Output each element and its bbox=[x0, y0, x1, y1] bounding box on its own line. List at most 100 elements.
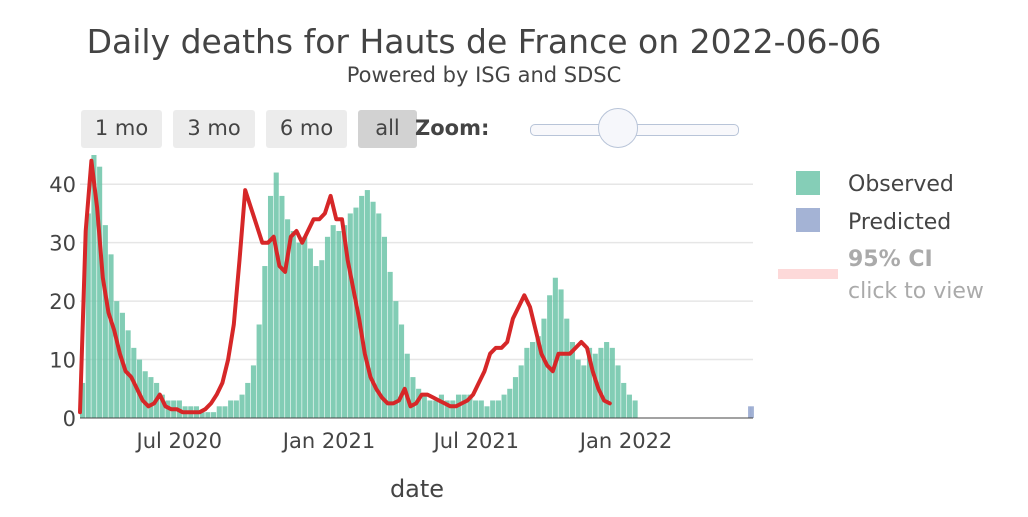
observed-bar bbox=[228, 400, 234, 418]
observed-bar bbox=[524, 347, 530, 418]
observed-bar bbox=[387, 271, 393, 418]
observed-bar bbox=[575, 359, 581, 418]
legend-observed-swatch bbox=[796, 171, 820, 195]
zoom-all-button[interactable]: all bbox=[358, 110, 417, 148]
observed-bar bbox=[501, 394, 507, 418]
observed-bar bbox=[376, 213, 382, 418]
observed-bars bbox=[80, 155, 638, 418]
observed-bar bbox=[222, 406, 228, 418]
observed-bar bbox=[404, 353, 410, 418]
observed-bar bbox=[359, 195, 365, 418]
observed-bar bbox=[410, 377, 416, 418]
zoom-slider-handle[interactable] bbox=[598, 108, 638, 148]
zoom-6-month-button[interactable]: 6 mo bbox=[266, 110, 347, 148]
observed-bar bbox=[444, 400, 450, 418]
observed-bar bbox=[364, 190, 370, 418]
observed-bar bbox=[564, 318, 570, 418]
predicted-bar bbox=[748, 406, 750, 418]
observed-bar bbox=[433, 400, 439, 418]
predicted-bar bbox=[748, 406, 749, 418]
observed-bar bbox=[245, 382, 251, 418]
observed-bar bbox=[427, 400, 433, 418]
legend[interactable]: Observed Predicted 95% CI click to view bbox=[778, 171, 984, 304]
observed-bar bbox=[108, 254, 114, 418]
observed-bar bbox=[148, 377, 154, 418]
observed-bar bbox=[205, 412, 211, 418]
observed-bar bbox=[102, 225, 108, 418]
observed-bar bbox=[262, 266, 268, 418]
observed-bar bbox=[307, 248, 313, 418]
x-tick-label: Jan 2021 bbox=[281, 429, 376, 453]
observed-bar bbox=[484, 406, 490, 418]
observed-bar bbox=[239, 394, 245, 418]
observed-bar bbox=[598, 347, 604, 418]
observed-bar bbox=[80, 382, 86, 418]
observed-bar bbox=[199, 412, 205, 418]
observed-bar bbox=[399, 324, 405, 418]
observed-bar bbox=[473, 400, 479, 418]
zoom-3-month-button[interactable]: 3 mo bbox=[173, 110, 255, 148]
x-tick-label: Jul 2020 bbox=[135, 429, 222, 453]
observed-bar bbox=[592, 353, 598, 418]
y-tick-label: 0 bbox=[63, 407, 76, 431]
observed-bar bbox=[518, 365, 524, 418]
predicted-bars bbox=[748, 406, 754, 418]
observed-bar bbox=[313, 266, 319, 418]
trend-line bbox=[78, 158, 612, 415]
legend-ci-swatch bbox=[778, 269, 838, 279]
observed-bar bbox=[279, 195, 285, 418]
observed-bar bbox=[416, 388, 422, 418]
zoom-label: Zoom: bbox=[415, 116, 490, 140]
predicted-bar bbox=[751, 406, 753, 418]
observed-bar bbox=[609, 347, 615, 418]
predicted-bar bbox=[753, 406, 754, 418]
observed-bar bbox=[547, 295, 553, 418]
chart-title: Daily deaths for Hauts de France on 2022… bbox=[86, 22, 882, 61]
observed-bar bbox=[626, 394, 632, 418]
legend-predicted-label[interactable]: Predicted bbox=[848, 210, 951, 235]
observed-bar bbox=[530, 342, 536, 418]
observed-bar bbox=[581, 365, 587, 418]
observed-bar bbox=[541, 318, 547, 418]
y-tick-label: 40 bbox=[49, 173, 76, 197]
legend-predicted-swatch bbox=[796, 208, 820, 232]
observed-bar bbox=[381, 236, 388, 418]
legend-observed-label[interactable]: Observed bbox=[848, 172, 954, 197]
grid-lines bbox=[80, 183, 753, 361]
zoom-1-month-button[interactable]: 1 mo bbox=[81, 110, 162, 148]
trend-line-group bbox=[78, 158, 612, 415]
observed-bar bbox=[256, 324, 262, 418]
legend-ci-hint[interactable]: click to view bbox=[848, 279, 984, 304]
observed-bar bbox=[285, 219, 291, 418]
observed-bar bbox=[267, 195, 274, 418]
x-axis-ticks: Jul 2020 Jan 2021 Jul 2021 Jan 2022 bbox=[135, 429, 673, 453]
observed-bar bbox=[507, 388, 513, 418]
observed-bar bbox=[97, 166, 103, 418]
observed-bar bbox=[85, 213, 91, 418]
y-axis-ticks: 0 10 20 30 40 bbox=[49, 173, 76, 431]
observed-bar bbox=[512, 377, 519, 418]
legend-ci-label[interactable]: 95% CI bbox=[848, 247, 933, 272]
observed-bar bbox=[586, 347, 593, 418]
observed-bar bbox=[421, 394, 427, 418]
observed-bar bbox=[233, 400, 239, 418]
y-tick-label: 30 bbox=[49, 232, 76, 256]
observed-bar bbox=[216, 406, 222, 418]
chart-subtitle: Powered by ISG and SDSC bbox=[346, 63, 622, 87]
predicted-bar bbox=[749, 406, 751, 418]
observed-bar bbox=[159, 394, 165, 418]
observed-bar bbox=[438, 394, 444, 418]
observed-bar bbox=[495, 400, 501, 418]
observed-bar bbox=[552, 277, 558, 418]
observed-bar bbox=[604, 342, 610, 418]
observed-bar bbox=[211, 412, 217, 418]
predicted-bar bbox=[750, 406, 752, 418]
observed-bar bbox=[615, 365, 621, 418]
observed-bar bbox=[478, 400, 484, 418]
observed-bar bbox=[114, 301, 120, 418]
observed-bar bbox=[347, 213, 353, 418]
observed-bar bbox=[296, 242, 302, 418]
observed-bar bbox=[490, 400, 496, 418]
observed-bar bbox=[290, 230, 296, 418]
